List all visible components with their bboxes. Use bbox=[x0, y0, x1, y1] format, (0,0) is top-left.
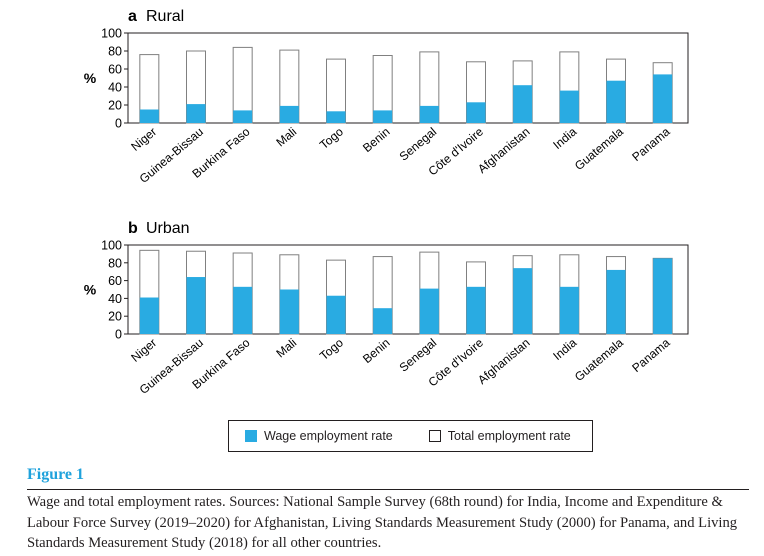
legend-swatch-total bbox=[428, 430, 441, 442]
category-label: Senegal bbox=[397, 336, 440, 375]
category-label: Niger bbox=[128, 125, 159, 154]
y-tick-label: 40 bbox=[108, 292, 122, 306]
legend-item-total: Total employment rate bbox=[393, 429, 571, 443]
category-label: Mali bbox=[273, 125, 299, 150]
caption-divider bbox=[27, 489, 749, 490]
category-label: Senegal bbox=[397, 125, 440, 164]
bar-wage bbox=[419, 105, 439, 123]
bar-wage bbox=[186, 104, 206, 123]
bar-wage bbox=[139, 297, 159, 334]
category-label: Togo bbox=[317, 124, 346, 152]
category-label: Guatemala bbox=[572, 124, 626, 173]
bar-wage bbox=[559, 90, 579, 123]
y-tick-label: 100 bbox=[101, 239, 122, 253]
y-tick-label: 80 bbox=[108, 45, 122, 59]
y-tick-label: 0 bbox=[115, 117, 122, 131]
category-label: Guatemala bbox=[572, 335, 626, 384]
figure-caption: Wage and total employment rates. Sources… bbox=[27, 494, 738, 551]
legend-item-wage: Wage employment rate bbox=[229, 429, 393, 443]
y-tick-label: 20 bbox=[108, 99, 122, 113]
bar-wage bbox=[326, 295, 346, 334]
legend-swatch-wage bbox=[245, 430, 257, 442]
bar-wage bbox=[186, 277, 206, 334]
bar-wage bbox=[373, 308, 393, 334]
category-label: Afghanistan bbox=[475, 125, 533, 176]
bar-wage bbox=[233, 286, 253, 334]
category-label: Benin bbox=[360, 336, 393, 366]
bar-wage bbox=[466, 286, 486, 334]
figure-label: Figure 1 bbox=[27, 466, 85, 483]
category-label: India bbox=[550, 335, 579, 363]
category-label: Benin bbox=[360, 125, 393, 155]
chart-panel-b: b Urban020406080100%NigerGuinea-BissauBur… bbox=[84, 220, 689, 397]
legend: Wage employment rate Total employment ra… bbox=[228, 420, 593, 452]
y-tick-label: 20 bbox=[108, 310, 122, 324]
category-label: Niger bbox=[128, 336, 159, 365]
bar-wage bbox=[279, 289, 299, 334]
y-axis-label: % bbox=[84, 70, 97, 86]
bar-wage bbox=[139, 109, 159, 123]
bar-wage bbox=[653, 258, 673, 334]
bar-wage bbox=[373, 110, 393, 123]
bar-wage bbox=[466, 102, 486, 123]
category-label: Mali bbox=[273, 336, 299, 361]
legend-label-total: Total employment rate bbox=[447, 429, 571, 443]
bar-wage bbox=[326, 111, 346, 123]
y-axis-label: % bbox=[84, 282, 97, 298]
category-label: Panama bbox=[629, 335, 672, 375]
bar-wage bbox=[279, 105, 299, 123]
y-tick-label: 100 bbox=[101, 27, 122, 41]
panel-title: Urban bbox=[146, 220, 190, 237]
y-tick-label: 80 bbox=[108, 256, 122, 270]
plot-frame bbox=[127, 32, 689, 124]
y-tick-label: 40 bbox=[108, 81, 122, 95]
figure-charts: a Rural020406080100%NigerGuinea-BissauBur… bbox=[84, 8, 689, 397]
bar-wage bbox=[559, 286, 579, 334]
bar-wage bbox=[513, 268, 533, 334]
legend-label-wage: Wage employment rate bbox=[264, 429, 393, 443]
bar-wage bbox=[513, 85, 533, 123]
y-tick-label: 0 bbox=[115, 328, 122, 342]
category-label: Panama bbox=[629, 124, 672, 164]
bar-wage bbox=[419, 288, 439, 334]
bar-wage bbox=[233, 110, 253, 123]
panel-letter: b bbox=[128, 220, 138, 237]
y-tick-label: 60 bbox=[108, 274, 122, 288]
bar-wage bbox=[606, 80, 626, 123]
category-label: Afghanistan bbox=[475, 336, 533, 387]
category-label: Togo bbox=[317, 335, 346, 363]
y-tick-label: 60 bbox=[108, 63, 122, 77]
chart-panel-a: a Rural020406080100%NigerGuinea-BissauBur… bbox=[84, 8, 689, 186]
bar-wage bbox=[653, 74, 673, 123]
panel-title: Rural bbox=[146, 8, 184, 25]
category-label: India bbox=[550, 124, 579, 152]
bar-wage bbox=[606, 269, 626, 334]
panel-letter: a bbox=[128, 8, 137, 25]
plot-frame bbox=[127, 244, 689, 335]
